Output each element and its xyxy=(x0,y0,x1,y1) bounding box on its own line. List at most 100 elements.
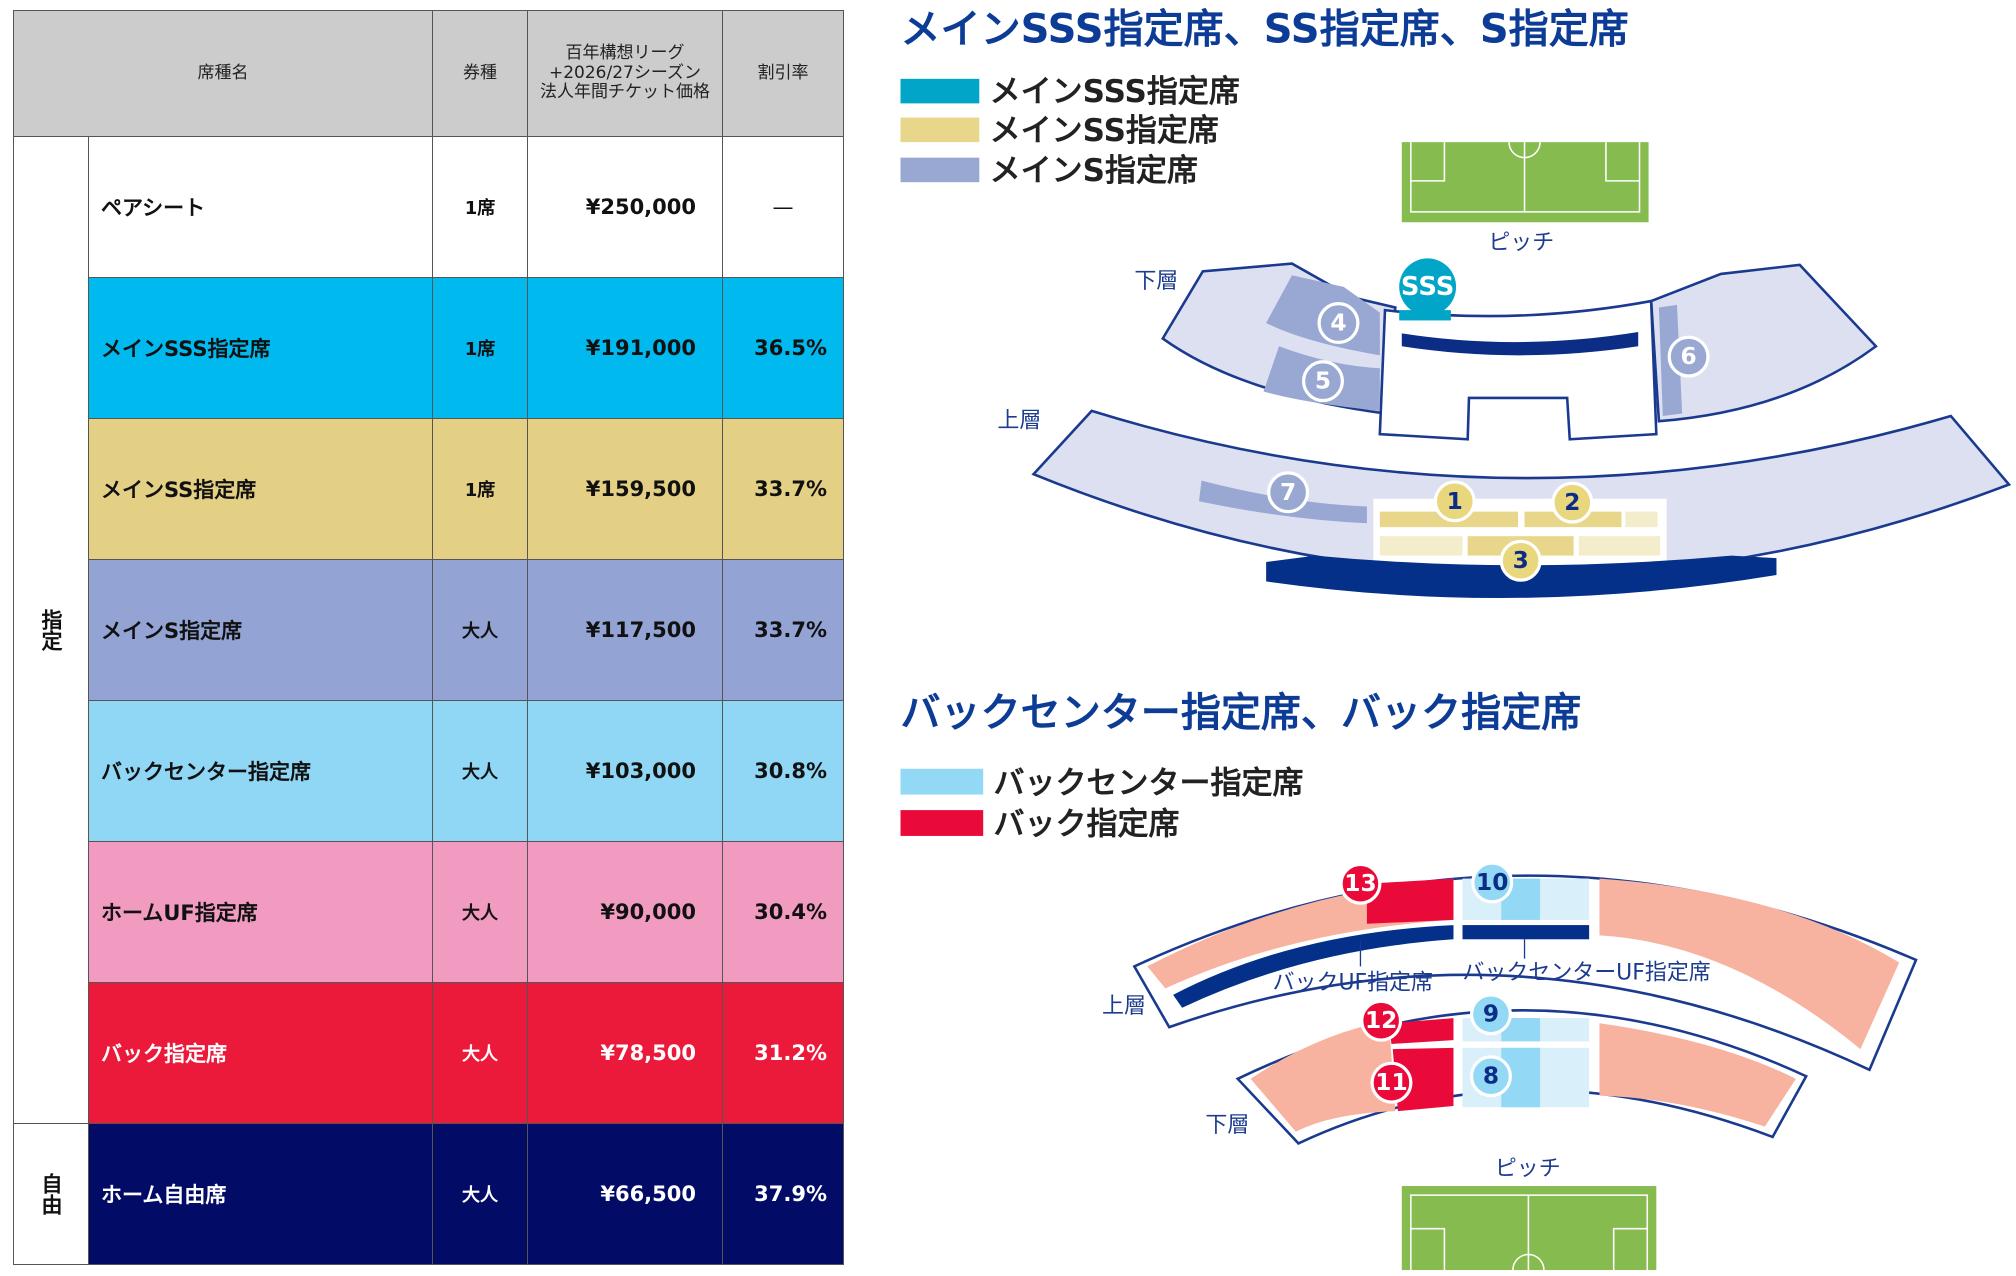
pitch-top xyxy=(1401,142,1649,223)
table-row: 指定 ペアシート 1席 ¥250,000 — xyxy=(13,136,844,1124)
back-legend: バックセンター指定席 バック指定席 xyxy=(900,765,1304,843)
sss-badge xyxy=(1399,258,1457,316)
section-number: 4 xyxy=(1330,310,1346,337)
pitch-bottom xyxy=(1401,1186,1657,1271)
section-marker xyxy=(1667,335,1710,378)
price: ¥117,500 xyxy=(527,559,723,701)
price: ¥159,500 xyxy=(527,418,723,560)
discount: 30.8% xyxy=(722,700,844,842)
sss-badge-label: SSS xyxy=(1401,272,1455,302)
seat-name: ホーム自由席 xyxy=(88,1123,433,1265)
upper-tier-label-main: 上層 xyxy=(997,409,1041,434)
section-number: 13 xyxy=(1344,870,1376,897)
ticket-type: 大人 xyxy=(432,841,528,983)
discount: 36.5% xyxy=(722,277,844,419)
section-number: 12 xyxy=(1365,1007,1397,1034)
table-row: バックセンター指定席 大人 ¥103,000 30.8% xyxy=(13,700,844,842)
section-number: 6 xyxy=(1681,343,1697,370)
legend-label-back: バック指定席 xyxy=(994,807,1180,843)
section-number: 7 xyxy=(1280,479,1296,506)
discount: — xyxy=(722,136,844,278)
section-number: 2 xyxy=(1564,489,1580,516)
section-number: 11 xyxy=(1375,1069,1407,1096)
sss-area xyxy=(1399,310,1451,321)
ticket-type: 1席 xyxy=(432,418,528,560)
section-marker xyxy=(1370,1061,1413,1104)
discount: 33.7% xyxy=(722,559,844,701)
section-marker xyxy=(1267,471,1310,514)
header-discount: 割引率 xyxy=(722,10,844,137)
section-marker xyxy=(1469,1055,1512,1098)
legend-label-s: メインS指定席 xyxy=(990,153,1198,189)
back-map-title: バックセンター指定席、バック指定席 xyxy=(901,690,1582,736)
table-row: 自由 ホーム自由席 大人 ¥66,500 37.9% xyxy=(13,1123,844,1265)
legend-swatch-sss xyxy=(900,78,980,104)
back-lower-tier xyxy=(1235,1009,1808,1145)
group-reserved: 指定 xyxy=(13,136,89,1124)
ticket-type: 大人 xyxy=(432,1123,528,1265)
legend-swatch-ss xyxy=(900,117,980,143)
header-seat-name: 席種名 xyxy=(13,10,433,137)
price: ¥250,000 xyxy=(527,136,723,278)
back-upper-tier xyxy=(1132,874,1918,1072)
back-uf-label: バックUF指定席 xyxy=(1273,971,1433,996)
section-marker xyxy=(1471,861,1514,904)
legend-swatch-s xyxy=(900,157,980,183)
table-row: メインSSS指定席 1席 ¥191,000 36.5% xyxy=(13,277,844,419)
section-number: 10 xyxy=(1476,869,1508,896)
section-marker xyxy=(1433,480,1476,523)
back-center-uf-label: バックセンターUF指定席 xyxy=(1463,960,1711,985)
legend-label-sss: メインSSS指定席 xyxy=(990,74,1240,110)
lower-tier-label-back: 下層 xyxy=(1205,1113,1249,1138)
discount: 33.7% xyxy=(722,418,844,560)
table-header-row: 席種名 券種 百年構想リーグ +2026/27シーズン 法人年間チケット価格 割引率 xyxy=(13,10,844,137)
price: ¥66,500 xyxy=(527,1123,723,1265)
section-marker xyxy=(1301,360,1344,403)
pitch-label-top: ピッチ xyxy=(1488,230,1554,255)
header-price: 百年構想リーグ +2026/27シーズン 法人年間チケット価格 xyxy=(527,10,723,137)
legend-swatch-back-center xyxy=(900,768,984,795)
legend-label-ss: メインSS指定席 xyxy=(990,113,1219,149)
ticket-type: 1席 xyxy=(432,136,528,278)
seat-name: ホームUF指定席 xyxy=(88,841,433,983)
price: ¥191,000 xyxy=(527,277,723,419)
discount: 37.9% xyxy=(722,1123,844,1265)
legend-swatch-back xyxy=(900,810,984,836)
section-number: 3 xyxy=(1513,547,1529,574)
seat-name: メインSSS指定席 xyxy=(88,277,433,419)
seat-name: ペアシート xyxy=(88,136,433,278)
legend-label-back-center: バックセンター指定席 xyxy=(994,765,1304,801)
section-number: 8 xyxy=(1483,1063,1499,1090)
section-marker xyxy=(1317,302,1360,345)
main-map-title: メインSSS指定席、SS指定席、S指定席 xyxy=(901,7,1629,53)
table-row: メインS指定席 大人 ¥117,500 33.7% xyxy=(13,559,844,701)
price: ¥103,000 xyxy=(527,700,723,842)
section-marker xyxy=(1360,999,1403,1042)
section-number: 1 xyxy=(1447,488,1463,515)
section-marker xyxy=(1551,481,1594,524)
section-marker xyxy=(1339,862,1382,905)
discount: 30.4% xyxy=(722,841,844,983)
section-marker xyxy=(1499,539,1542,582)
pitch-label-bottom: ピッチ xyxy=(1495,1157,1561,1182)
section-marker xyxy=(1469,993,1512,1036)
price-table: 席種名 券種 百年構想リーグ +2026/27シーズン 法人年間チケット価格 割引率… xyxy=(13,10,844,1265)
seat-name: バック指定席 xyxy=(88,982,433,1124)
table-row: バック指定席 大人 ¥78,500 31.2% xyxy=(13,982,844,1124)
discount: 31.2% xyxy=(722,982,844,1124)
section-number: 9 xyxy=(1483,1001,1499,1028)
main-lower-bar xyxy=(1401,332,1639,356)
upper-tier-label-back: 上層 xyxy=(1102,994,1146,1019)
table-row: メインSS指定席 1席 ¥159,500 33.7% xyxy=(13,418,844,560)
seat-name: バックセンター指定席 xyxy=(88,700,433,842)
seat-name: メインSS指定席 xyxy=(88,418,433,560)
ticket-type: 大人 xyxy=(432,700,528,842)
ticket-type: 大人 xyxy=(432,982,528,1124)
main-legend: メインSSS指定席 メインSS指定席 メインS指定席 xyxy=(900,74,1240,189)
seat-name: メインS指定席 xyxy=(88,559,433,701)
lower-tier-label-main: 下層 xyxy=(1134,269,1178,294)
section-number: 5 xyxy=(1315,368,1331,395)
ticket-type: 1席 xyxy=(432,277,528,419)
group-free: 自由 xyxy=(13,1123,89,1265)
